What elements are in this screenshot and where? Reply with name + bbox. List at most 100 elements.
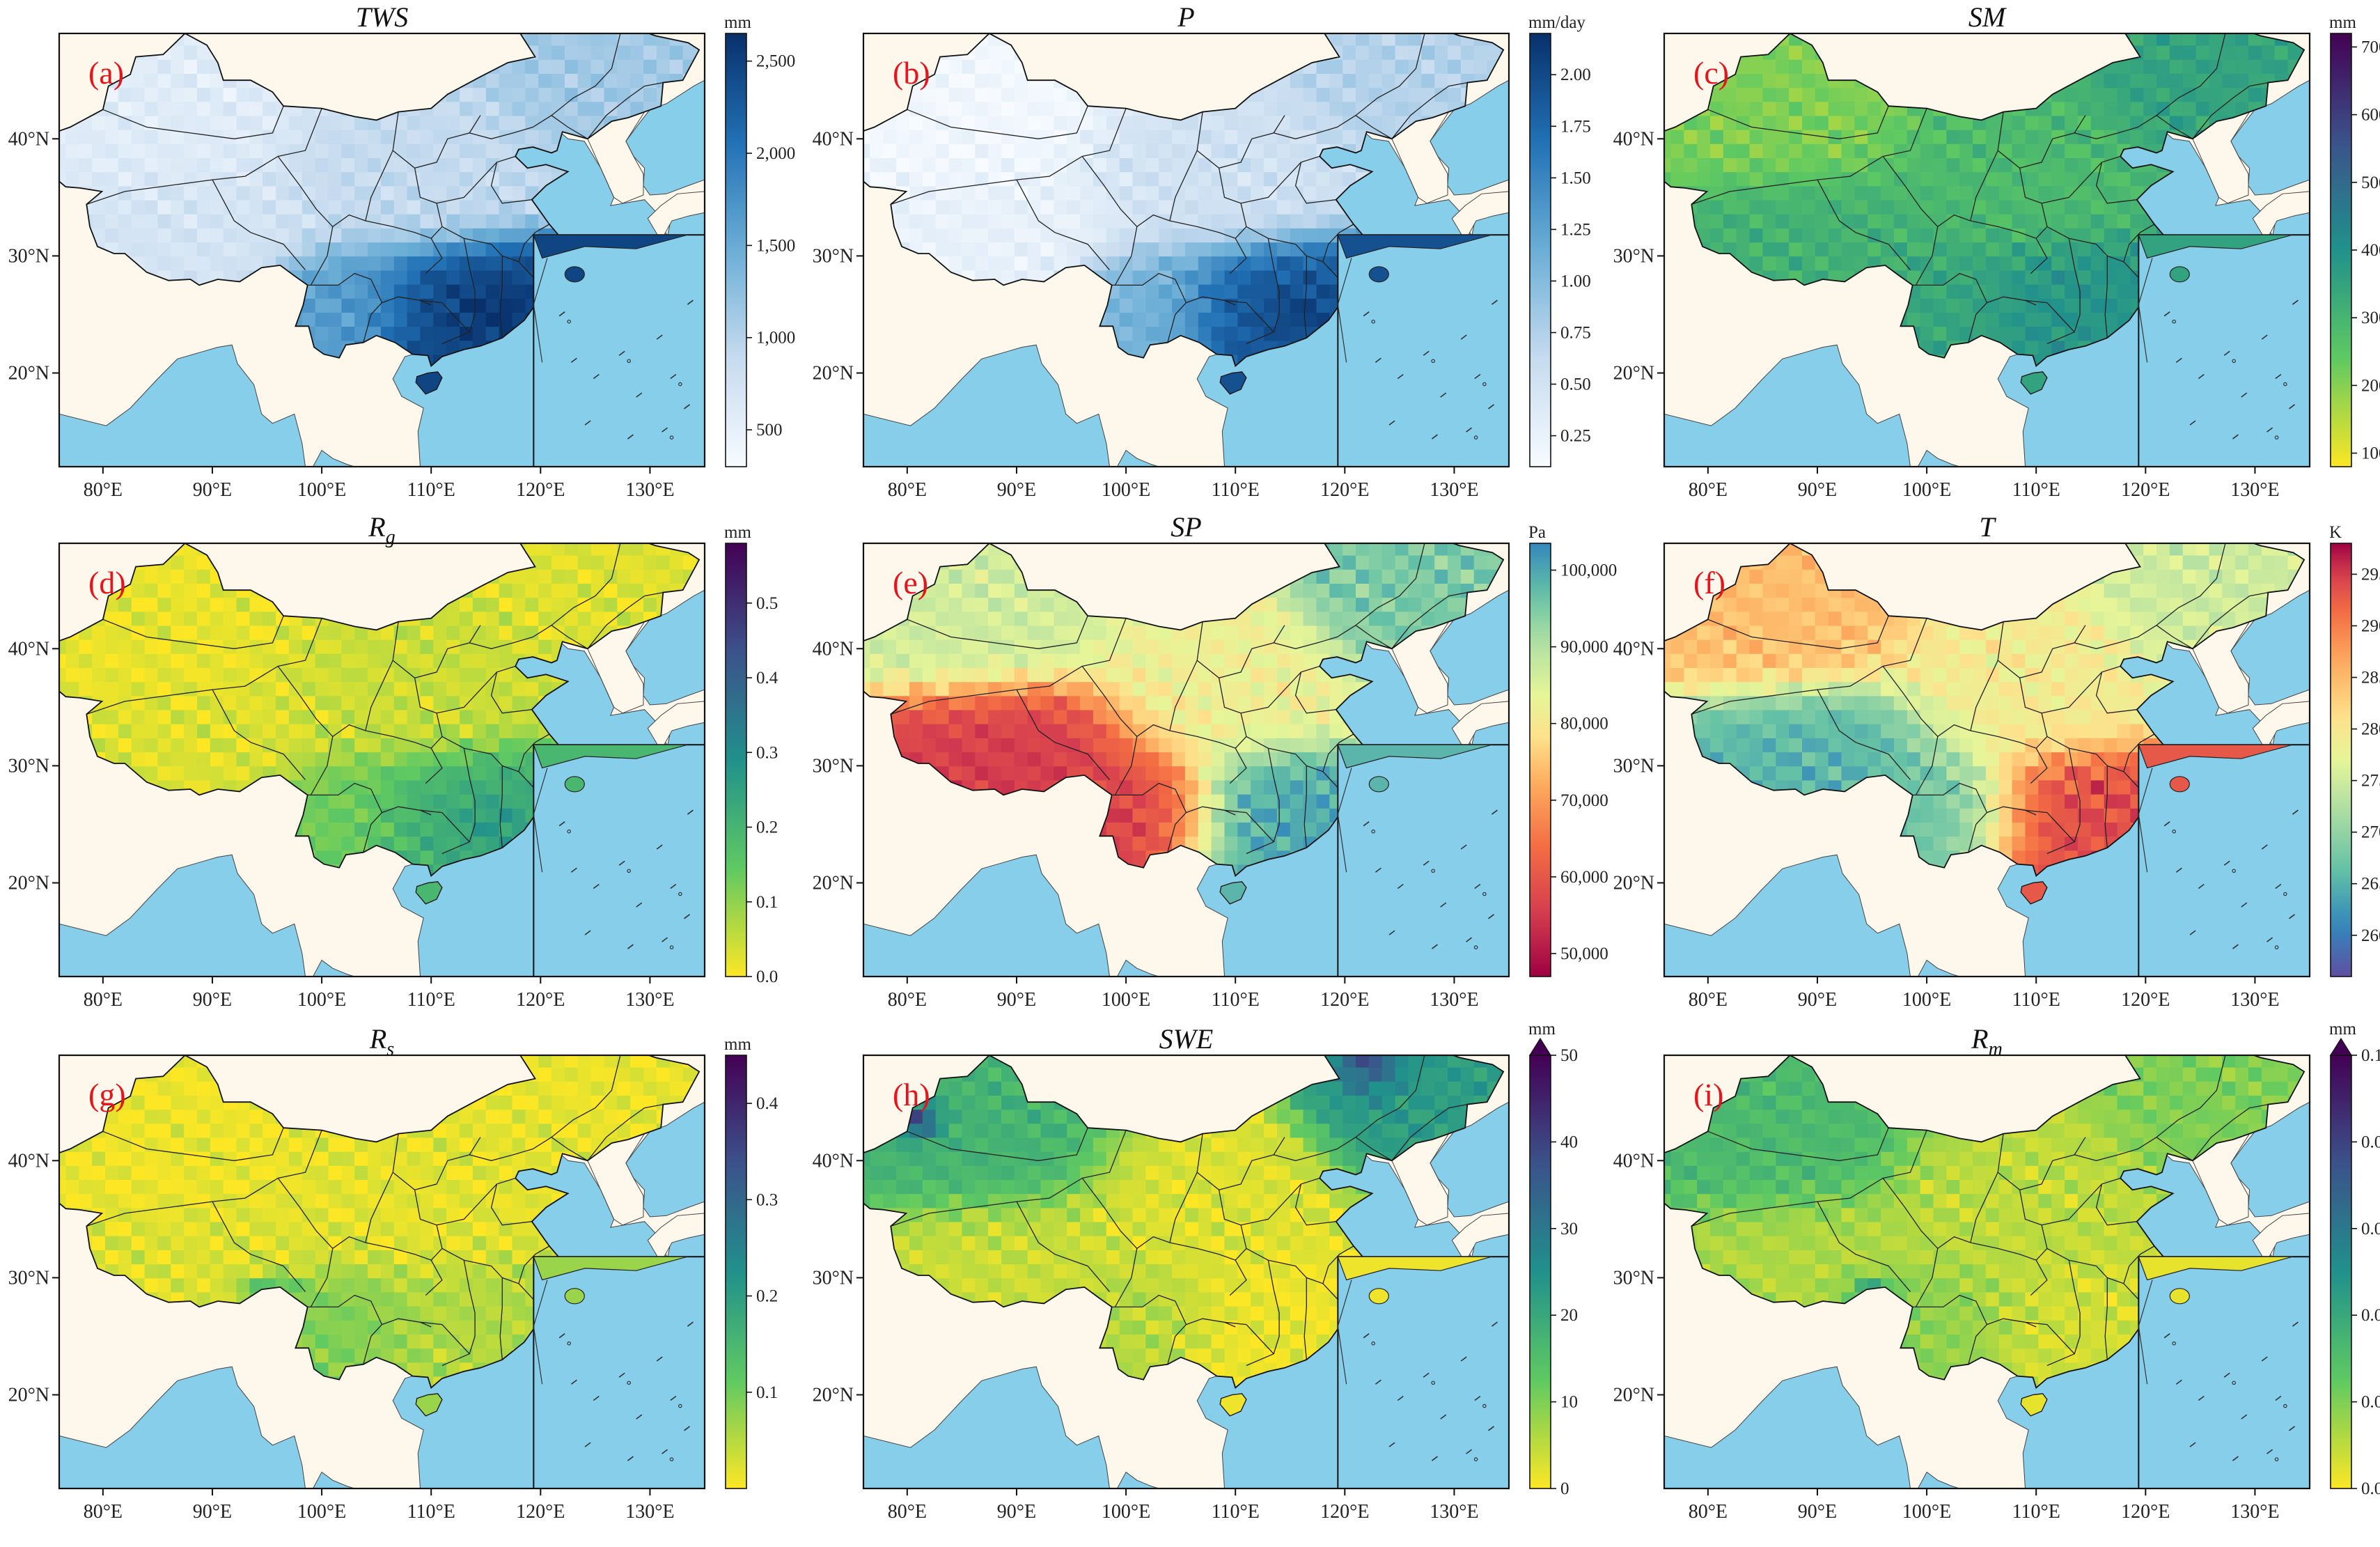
colorbar-gradient (1529, 33, 1551, 467)
panel-letter: (e) (893, 565, 928, 600)
province-boundary (1817, 689, 1911, 781)
inset-coast (533, 1256, 688, 1281)
lon-tick-label: 80°E (84, 1501, 123, 1523)
scs-dash-line (2241, 902, 2248, 908)
colorbar-tick-label: 50 (1560, 1046, 1578, 1065)
island-marker (2274, 435, 2279, 440)
scs-dash-line (584, 930, 591, 935)
colorbar-tick-label: 10 (1560, 1393, 1578, 1412)
map-frame (862, 542, 1510, 978)
province-boundary (587, 1103, 664, 1161)
province-boundary (2041, 665, 2121, 714)
scs-dash-line (684, 914, 691, 919)
province-boundary (2095, 671, 2137, 714)
province-boundary (463, 238, 476, 332)
scs-dash-line (2261, 334, 2268, 340)
scs-dash-line (1460, 1356, 1467, 1362)
lon-tick-label: 130°E (625, 479, 674, 501)
province-boundary (212, 1201, 306, 1293)
map-frame (58, 32, 706, 468)
island-marker (1431, 869, 1435, 873)
lat-tick-label: 20°N (1613, 873, 1654, 894)
colorbar-tick-label: 200 (2361, 376, 2380, 395)
province-boundary (1224, 300, 1275, 345)
island-marker (1371, 1341, 1375, 1346)
lon-tick-label: 130°E (2230, 989, 2279, 1011)
province-boundary (1912, 736, 1939, 796)
province-boundary (1968, 806, 2037, 853)
scs-dash-line (1363, 1333, 1370, 1339)
lat-tick-label: 40°N (813, 1150, 854, 1172)
province-boundary (463, 1260, 476, 1354)
map-frame (862, 32, 1510, 468)
scs-dash-line (687, 809, 694, 815)
province-boundary (2068, 748, 2081, 842)
province-boundary (1294, 671, 1336, 714)
panel-title-subscript: m (1989, 1039, 2003, 1060)
japan-land (1451, 191, 1509, 242)
province-boundary (1169, 1242, 1247, 1296)
panel-title: Rg (368, 511, 395, 548)
colorbar-tick-label: 280 (2361, 720, 2380, 739)
scs-dash-line (2175, 357, 2182, 363)
province-boundary (1968, 1318, 2037, 1365)
panel-title: T (1979, 511, 1996, 543)
scs-dash-line (593, 373, 600, 380)
panel-title: TWS (356, 1, 409, 33)
ocean-area (1917, 959, 1960, 977)
scs-dash-line (1431, 1456, 1438, 1461)
province-boundary (1115, 272, 1187, 303)
island-marker (2283, 382, 2287, 387)
scs-dash-line (2175, 867, 2182, 873)
province-boundary (1303, 765, 1307, 848)
scs-dash-line (1440, 1414, 1447, 1420)
map-frame (1663, 542, 2311, 978)
island-marker (1371, 319, 1375, 324)
china-border (863, 1055, 1505, 1389)
province-boundary (891, 618, 1127, 715)
colorbar-tick-label: 0.00 (2361, 1479, 2380, 1498)
lon-tick-label: 90°E (997, 1501, 1036, 1523)
province-boundary (392, 625, 481, 679)
colorbar-tick-label: 90,000 (1560, 638, 1608, 657)
lon-tick-label: 90°E (1798, 989, 1837, 1011)
province-boundary (551, 115, 588, 139)
scs-dash-line (1460, 844, 1467, 850)
province-boundary (1169, 220, 1247, 274)
coastline (1391, 111, 1450, 204)
colorbar-tick-label: 260 (2361, 926, 2380, 945)
lat-tick-label: 20°N (813, 1385, 854, 1406)
colorbar: 50,000 60,000 70,000 80,000 90,000 100,000 Pa (1528, 523, 1617, 977)
panel-g: 80°E 90°E 100°E 110°E 120°E 130°E 20°N 30°N 40°N… (8, 1023, 778, 1523)
colorbar-tick-label: 295 (2361, 565, 2380, 584)
province-boundary (2046, 736, 2140, 790)
inset-coast (2138, 1280, 2153, 1385)
ocean-area (1116, 959, 1159, 977)
province-boundary (1111, 226, 1138, 286)
colorbar-unit: mm (724, 13, 751, 32)
scs-dash-line (670, 373, 677, 380)
lat-tick-label: 20°N (813, 873, 854, 894)
lat-tick-label: 20°N (1613, 1385, 1654, 1406)
panel-e: 80°E 90°E 100°E 110°E 120°E 130°E 20°N 30°N 40°N… (813, 511, 1618, 1011)
province-boundary (2095, 162, 2137, 204)
lon-tick-label: 130°E (1430, 1501, 1478, 1523)
map-frame (1663, 1054, 2311, 1490)
scs-dash-line (2289, 1426, 2296, 1431)
lon-tick-label: 80°E (1689, 1501, 1728, 1523)
lon-tick-label: 110°E (2012, 1501, 2060, 1523)
colorbar-tick-label: 30 (1560, 1220, 1578, 1238)
province-boundary (436, 665, 516, 714)
colorbar-unit: mm (1528, 1020, 1556, 1039)
province-boundary (1218, 1190, 1247, 1261)
province-boundary (2025, 809, 2076, 855)
province-boundary (2104, 765, 2108, 848)
province-boundary (2025, 1321, 2076, 1367)
province-boundary (463, 748, 476, 842)
province-boundary (86, 108, 322, 205)
colorbar-tick-label: 2,000 (756, 144, 795, 163)
map-frame (58, 542, 706, 978)
island-marker (1431, 359, 1435, 364)
scs-dash-line (2289, 404, 2296, 410)
colorbar-gradient (2330, 1055, 2352, 1489)
